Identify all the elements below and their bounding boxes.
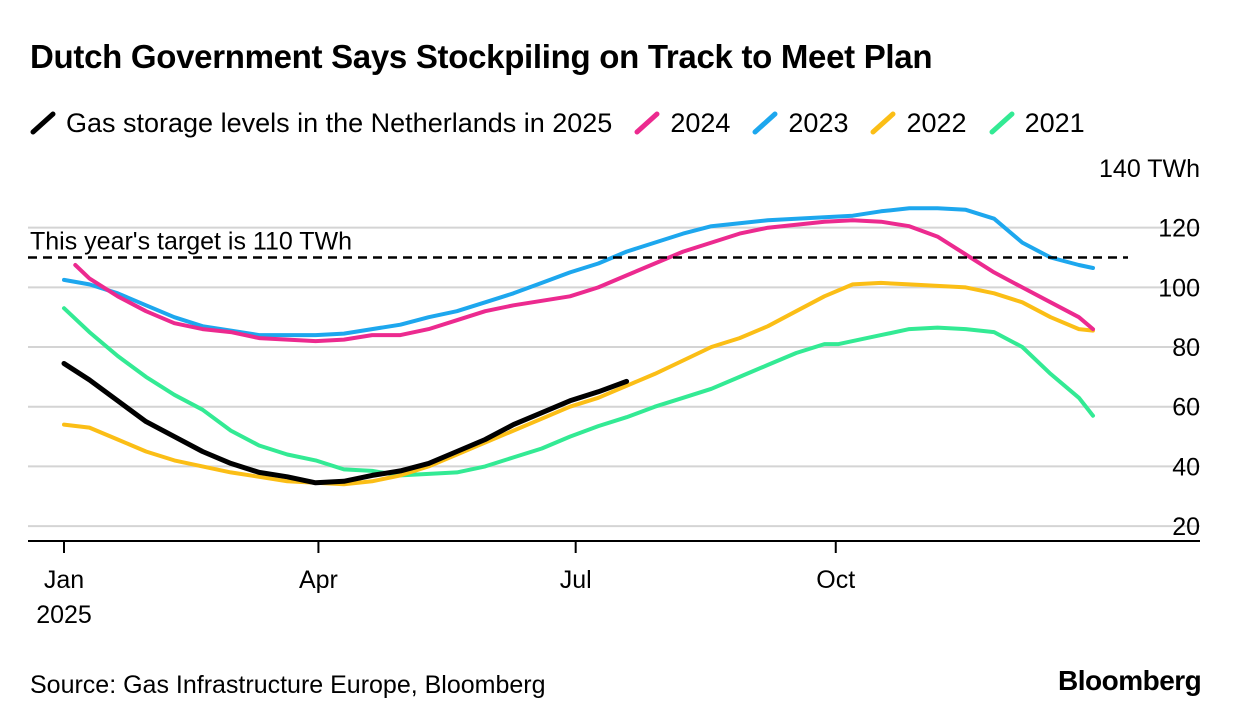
line-chart: 20 40 60 80 100 120 140 TWh Jan 2025 Apr Jul Oct Thi… bbox=[28, 155, 1200, 629]
legend-item: 2022 bbox=[870, 107, 967, 139]
chart-title: Dutch Government Says Stockpiling on Tra… bbox=[30, 38, 933, 75]
x-tick-sublabel-jan: 2025 bbox=[36, 601, 92, 629]
series-line-2022 bbox=[62, 280, 1095, 487]
bloomberg-logo: Bloomberg bbox=[1058, 665, 1202, 696]
legend-swatch-icon bbox=[989, 111, 1015, 135]
source-note: Source: Gas Infrastructure Europe, Bloom… bbox=[30, 671, 546, 699]
y-tick-label-20: 20 bbox=[1172, 513, 1200, 541]
legend-label: Gas storage levels in the Netherlands in… bbox=[66, 107, 613, 138]
legend-swatch-icon bbox=[634, 111, 660, 135]
x-tick-label-jul: Jul bbox=[560, 566, 592, 594]
legend-label: 2021 bbox=[1024, 107, 1085, 138]
y-tick-label-120: 120 bbox=[1158, 215, 1200, 243]
series-line-2021 bbox=[62, 306, 1095, 478]
y-tick-label-80: 80 bbox=[1172, 334, 1200, 362]
chart-legend: Gas storage levels in the Netherlands in… bbox=[30, 104, 1107, 142]
legend-item: 2021 bbox=[989, 108, 1085, 139]
target-label: This year's target is 110 TWh bbox=[30, 228, 352, 256]
legend-item: 2023 bbox=[752, 108, 848, 139]
x-tick-label-apr: Apr bbox=[299, 566, 338, 594]
y-tick-label-40: 40 bbox=[1172, 453, 1200, 481]
y-tick-label-60: 60 bbox=[1172, 394, 1200, 422]
legend-item: Gas storage levels in the Netherlands in… bbox=[30, 108, 612, 139]
legend-label: 2023 bbox=[788, 107, 849, 138]
legend-label: 2022 bbox=[906, 107, 967, 138]
y-tick-label-100: 100 bbox=[1158, 274, 1200, 302]
legend-label: 2024 bbox=[670, 107, 731, 138]
series-line-2024 bbox=[73, 218, 1095, 344]
legend-item: 2024 bbox=[634, 108, 730, 139]
legend-swatch-icon bbox=[752, 111, 778, 135]
x-tick-label-oct: Oct bbox=[816, 566, 855, 594]
legend-swatch-icon bbox=[30, 111, 56, 135]
x-tick-label-jan: Jan bbox=[44, 566, 84, 594]
y-tick-label-140: 140 TWh bbox=[1099, 155, 1200, 183]
legend-swatch-icon bbox=[870, 111, 896, 135]
series-line-gas-storage-levels-in-the-netherlands-in-2025 bbox=[61, 361, 630, 486]
